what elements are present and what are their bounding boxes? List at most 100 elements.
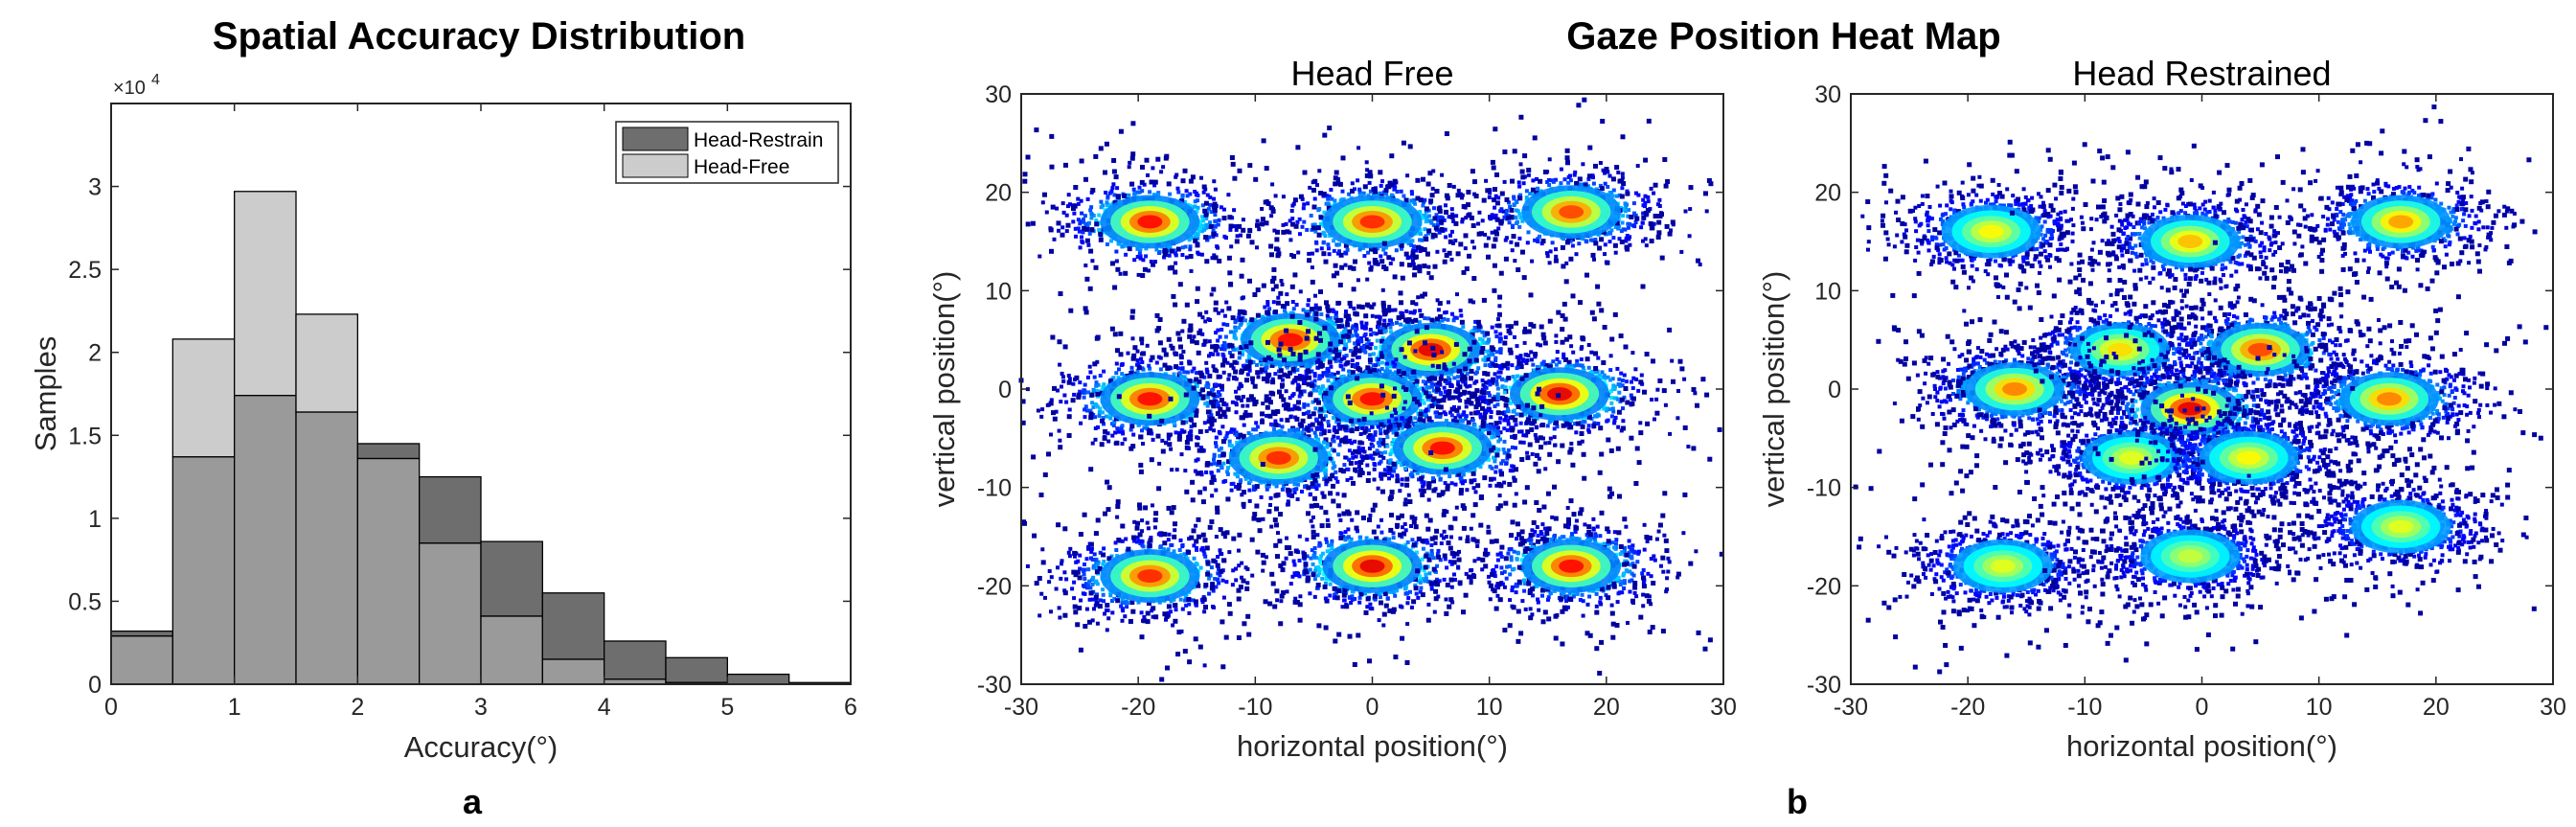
heat-point (1376, 339, 1379, 343)
heat-point-sparse (1211, 232, 1216, 237)
heat-point-sparse (1067, 414, 1072, 419)
heat-point (1159, 367, 1163, 371)
heat-point (1217, 390, 1220, 394)
heat-point-sparse (1043, 472, 1048, 477)
heat-point-sparse (1621, 134, 1626, 139)
heat-point-sparse (1262, 138, 1266, 143)
heat-point (1225, 323, 1229, 327)
heat-point (1197, 206, 1200, 210)
heat-point (1315, 248, 1319, 252)
heat-point-sparse (1183, 169, 1188, 173)
heat-point (1545, 251, 1549, 255)
heat-point (1365, 278, 1369, 282)
heat-point-sparse (1338, 283, 1343, 287)
heat-point-sparse (1140, 180, 1145, 185)
heat-point (1643, 204, 1647, 208)
heat-point (1100, 205, 1104, 209)
heat-point (1453, 239, 1457, 242)
heat-point-sparse (1140, 165, 1145, 170)
heat-point-sparse (1368, 267, 1373, 272)
heat-point-sparse (1439, 219, 1444, 224)
heat-point (1450, 207, 1454, 211)
heat-point-sparse (1282, 373, 1287, 378)
heat-point (1041, 200, 1045, 204)
heat-point-sparse (1089, 227, 1094, 232)
heat-point-sparse (1083, 177, 1088, 182)
heat-point-sparse (1131, 354, 1136, 358)
heat-point (1494, 195, 1498, 198)
heat-point (1290, 204, 1294, 208)
heat-point-sparse (1198, 429, 1203, 434)
heat-point (1371, 314, 1375, 318)
heat-point (1203, 402, 1207, 405)
heat-point (1204, 361, 1208, 365)
heat-point-sparse (1600, 119, 1605, 124)
histogram-bar-overlap (111, 636, 172, 684)
heat-point-sparse (1143, 267, 1148, 272)
heat-point (1080, 236, 1083, 240)
heat-point-sparse (1099, 146, 1104, 150)
heat-point-sparse (1350, 189, 1355, 194)
heat-point (1174, 262, 1177, 265)
heat-point (1281, 283, 1285, 287)
heat-point (1185, 189, 1189, 193)
heat-point-sparse (1656, 230, 1661, 235)
heat-point-sparse (1171, 294, 1175, 299)
heat-point (1086, 243, 1090, 247)
heat-point-sparse (1582, 98, 1586, 103)
heat-point-sparse (1123, 271, 1128, 276)
heat-point-sparse (1347, 330, 1352, 334)
heat-point-sparse (1141, 351, 1146, 356)
heat-point (1531, 178, 1535, 182)
heat-point (1326, 197, 1330, 201)
heat-point-sparse (1506, 216, 1511, 220)
heat-point (1216, 401, 1220, 404)
heat-point-sparse (1526, 168, 1531, 172)
heat-point-sparse (1063, 344, 1068, 349)
heat-point (1369, 328, 1373, 332)
heat-point (1121, 431, 1125, 435)
heat-point-sparse (1425, 252, 1430, 257)
heat-point (1146, 173, 1150, 177)
heat-point (1274, 194, 1278, 197)
heat-point-sparse (1276, 251, 1281, 256)
heat-point (1099, 374, 1103, 378)
heat-point-sparse (1119, 129, 1124, 134)
heat-point (1435, 250, 1439, 254)
heat-point (1108, 417, 1112, 421)
heat-point (1161, 165, 1165, 169)
heat-point-sparse (1063, 163, 1068, 168)
heat-point (1444, 203, 1448, 207)
heat-point-sparse (1181, 178, 1186, 183)
heat-point-sparse (1303, 171, 1308, 175)
heat-point-sparse (1185, 440, 1190, 445)
heat-point-sparse (1148, 428, 1152, 433)
heat-point (1477, 329, 1481, 333)
heat-point-sparse (1194, 413, 1198, 418)
heat-point (1368, 353, 1372, 356)
heat-point-sparse (1265, 405, 1270, 410)
histogram-bar-overlap (235, 396, 296, 684)
heat-point-sparse (1467, 213, 1471, 218)
x-tick-label: 3 (474, 694, 488, 721)
heat-point-sparse (1137, 365, 1142, 370)
heat-point-sparse (1150, 457, 1154, 462)
heat-point (1336, 371, 1340, 375)
heat-point-sparse (1100, 442, 1105, 447)
heat-point (1475, 370, 1479, 374)
heat-point (1383, 330, 1387, 333)
heat-point-sparse (1471, 223, 1476, 228)
heat-point (1186, 371, 1190, 375)
head-free-cluster-core (1323, 195, 1423, 249)
heat-point-sparse (1533, 135, 1538, 140)
heat-point (1679, 250, 1683, 254)
heat-point (1221, 353, 1225, 356)
heat-point-sparse (1445, 131, 1449, 136)
heat-point (1389, 262, 1393, 265)
heat-point (1446, 318, 1449, 322)
heat-point (1423, 198, 1426, 202)
heat-point-sparse (1605, 167, 1609, 172)
heat-point-sparse (1273, 310, 1278, 314)
heat-point (1575, 252, 1579, 256)
heat-point-sparse (1351, 353, 1356, 357)
